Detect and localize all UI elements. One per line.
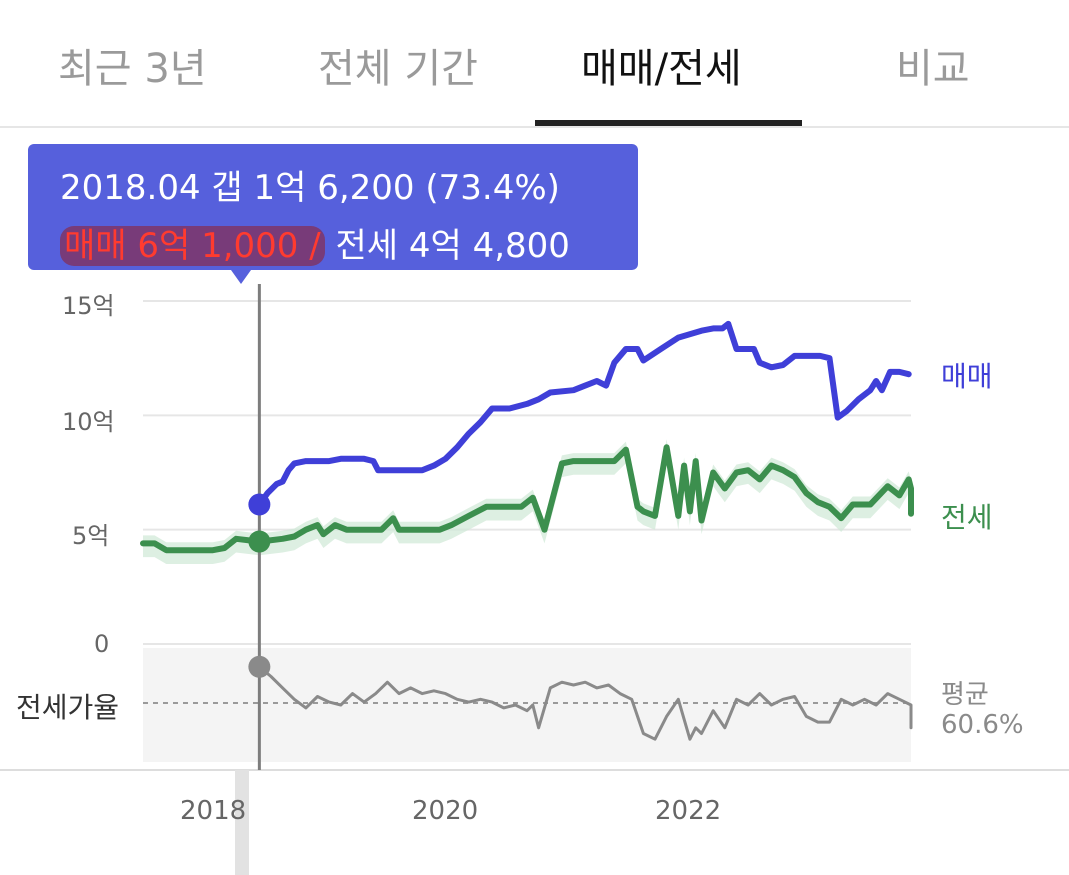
selected-x-highlight [235, 770, 249, 875]
ratio-line [257, 665, 913, 741]
jeonse-line [140, 444, 914, 554]
ratio-axis-label: 전세가율 [16, 691, 120, 724]
selected-markers [248, 493, 271, 678]
tooltip-jeonse-price: 전세 4억 4,800 [324, 226, 570, 266]
sale-line [256, 320, 912, 508]
ratio-panel-background [143, 648, 911, 762]
tooltip-gap-line: 2018.04 갭 1억 6,200 (73.4%) [60, 168, 560, 208]
tab-sale-jeonse[interactable]: 매매/전세 [581, 46, 742, 92]
x-tick-label-2022: 2022 [655, 796, 722, 826]
x-tick-label-2018: 2018 [180, 796, 247, 826]
y-tick-label-5: 5억 [72, 522, 110, 550]
chart-grid [143, 300, 911, 645]
tab-all-period[interactable]: 전체 기간 [318, 46, 478, 92]
tab-compare[interactable]: 비교 [896, 46, 970, 92]
ratio-marker [248, 655, 271, 678]
tooltip-sale-price: 매매 6억 1,000 / [60, 226, 325, 266]
y-tick-label-10: 10억 [62, 408, 115, 436]
series-layer [140, 320, 914, 741]
tooltip: 2018.04 갭 1억 6,200 (73.4%) 매매 6억 1,000 /… [28, 144, 638, 270]
tab-recent-3-years[interactable]: 최근 3년 [58, 46, 207, 92]
average-label: 평균 [941, 680, 989, 710]
active-tab-indicator [535, 120, 802, 126]
y-tick-label-0: 0 [94, 630, 110, 658]
tooltip-price-line: 매매 6억 1,000 / 전세 4억 4,800 [60, 218, 570, 267]
x-tick-label-2020: 2020 [412, 796, 479, 826]
average-value: 60.6% [941, 710, 1024, 740]
sale-marker [248, 493, 271, 516]
tab-bar: 최근 3년 전체 기간 매매/전세 비교 [0, 0, 1069, 128]
y-tick-label-15: 15억 [62, 292, 115, 320]
jeonse-marker [248, 530, 271, 553]
legend-sale: 매매 [941, 360, 993, 393]
legend-jeonse: 전세 [941, 501, 993, 534]
tooltip-arrow [231, 270, 251, 284]
